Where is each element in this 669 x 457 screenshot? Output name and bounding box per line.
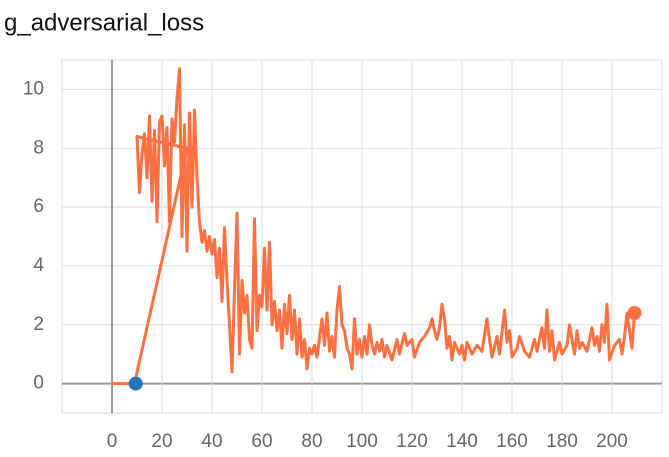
y-tick-label: 6 <box>33 196 44 217</box>
y-tick-label: 2 <box>33 314 44 335</box>
y-tick-label: 0 <box>33 373 44 394</box>
x-tick-label: 40 <box>201 431 222 452</box>
point-marker <box>128 376 143 391</box>
x-tick-label: 180 <box>546 431 578 452</box>
chart-title: g_adversarial_loss <box>4 9 204 36</box>
x-tick-label: 80 <box>301 431 322 452</box>
point-marker <box>627 305 642 320</box>
x-tick-label: 0 <box>107 431 118 452</box>
x-tick-label: 200 <box>596 431 628 452</box>
y-tick-label: 4 <box>33 255 44 276</box>
y-tick-label: 10 <box>23 78 44 99</box>
x-tick-label: 60 <box>251 431 272 452</box>
x-tick-label: 100 <box>346 431 378 452</box>
x-tick-label: 140 <box>446 431 478 452</box>
loss-line <box>112 67 636 386</box>
x-tick-label: 20 <box>151 431 172 452</box>
x-tick-label: 160 <box>496 431 528 452</box>
y-tick-label: 8 <box>33 137 44 158</box>
x-tick-label: 120 <box>396 431 428 452</box>
